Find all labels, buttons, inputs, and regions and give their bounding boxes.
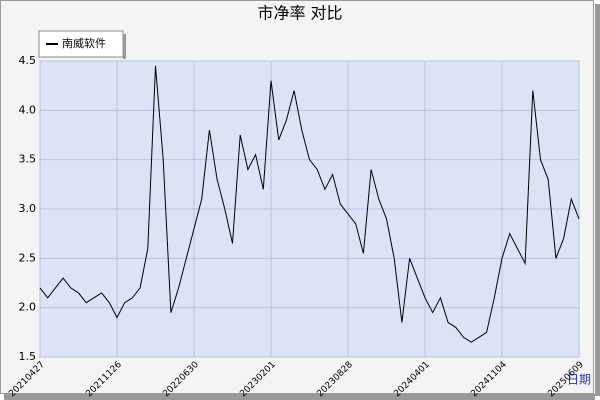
line — [39, 65, 580, 343]
y-tick-label: 4.5 — [19, 54, 37, 67]
legend-label: 南威软件 — [62, 36, 106, 50]
y-tick-label: 2.5 — [19, 251, 37, 264]
legend-shadow — [123, 34, 126, 59]
shadow — [595, 4, 600, 396]
x-axis-label: 日期 — [567, 373, 591, 387]
y-tick-label: 3.0 — [19, 202, 37, 215]
shadow — [4, 394, 595, 400]
y-tick-label: 2.0 — [19, 301, 37, 314]
y-tick-label: 3.5 — [19, 153, 37, 166]
y-tick-label: 4.0 — [19, 103, 37, 116]
legend: 南威软件 — [38, 30, 126, 59]
y-tick-label: 1.5 — [19, 350, 37, 363]
chart-title: 市净率 对比 — [257, 4, 342, 23]
